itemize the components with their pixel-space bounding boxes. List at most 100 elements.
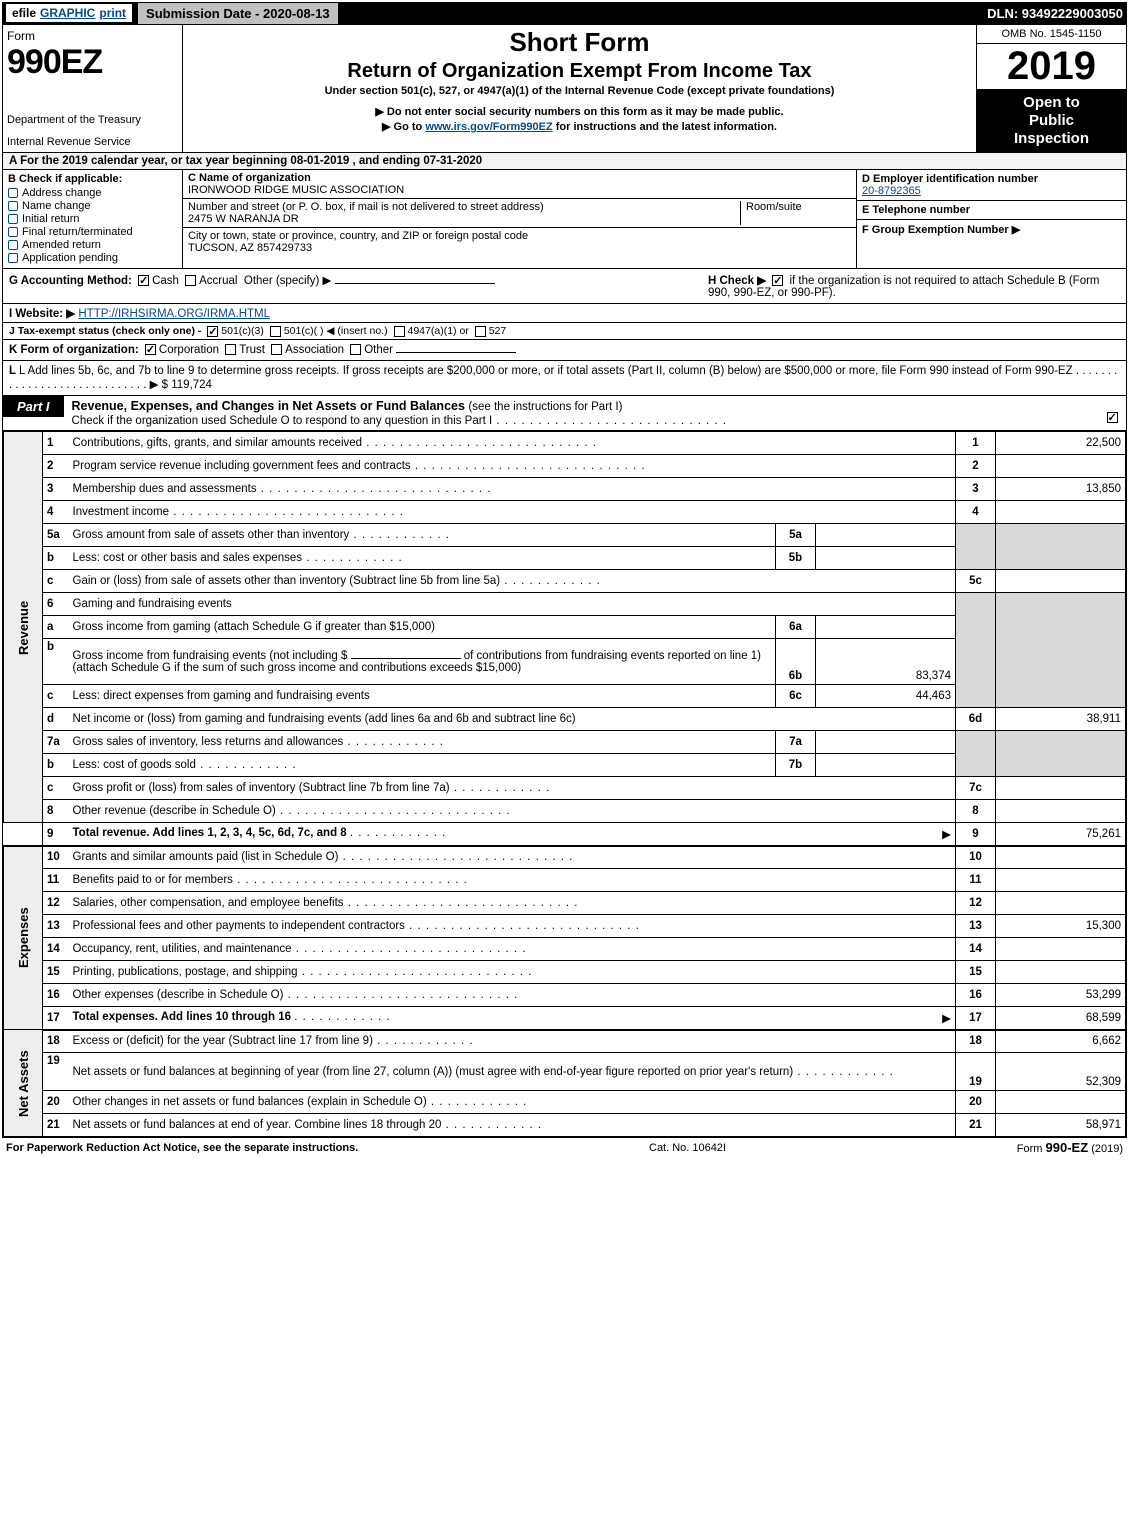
line-1-value: 22,500 [996,432,1126,455]
line-9-desc: Total revenue. Add lines 1, 2, 3, 4, 5c,… [69,823,956,846]
line-15-desc: Printing, publications, postage, and shi… [69,961,956,984]
d-ein-label: D Employer identification number [862,173,1038,185]
chk-other-form[interactable] [350,344,361,355]
chk-501c3[interactable] [207,326,218,337]
h-label: H Check ▶ [708,275,769,287]
part-i-schedule-o: Check if the organization used Schedule … [72,415,728,427]
line-16-value: 53,299 [996,984,1126,1007]
form-word: Form [7,29,178,43]
line-a-tax-year: A For the 2019 calendar year, or tax yea… [3,153,1126,170]
line-5b-desc: Less: cost or other basis and sales expe… [69,547,776,570]
org-name: IRONWOOD RIDGE MUSIC ASSOCIATION [188,184,404,196]
line-6b-desc: Gross income from fundraising events (no… [69,639,776,685]
chk-association[interactable] [271,344,282,355]
chk-amended-return[interactable]: Amended return [8,239,177,251]
line-7b-desc: Less: cost of goods sold [69,754,776,777]
chk-initial-return[interactable]: Initial return [8,213,177,225]
line-5b-value [816,547,956,570]
line-5c-desc: Gain or (loss) from sale of assets other… [69,570,956,593]
chk-application-pending[interactable]: Application pending [8,252,177,264]
line-15-value [996,961,1126,984]
dln-number: DLN: 93492229003050 [987,6,1123,21]
f-group-label: F Group Exemption Number ▶ [862,224,1020,236]
line-6b-blank[interactable] [351,658,461,659]
line-6-desc: Gaming and fundraising events [69,593,956,616]
chk-accrual[interactable] [185,275,196,286]
chk-h[interactable] [772,275,783,286]
vtab-net-assets: Net Assets [4,1030,43,1137]
line-17-desc: Total expenses. Add lines 10 through 16 … [69,1007,956,1030]
room-suite-label: Room/suite [741,201,851,225]
j-label: J Tax-exempt status (check only one) - [9,325,204,337]
k-label: K Form of organization: [9,344,139,356]
short-form-title: Short Form [509,27,649,58]
line-19-value: 52,309 [996,1053,1126,1091]
chk-final-return[interactable]: Final return/terminated [8,226,177,238]
top-bar: efile GRAPHIC print Submission Date - 20… [2,2,1127,24]
other-form-input[interactable] [396,352,516,353]
public-label: Public [977,112,1126,130]
irs-link[interactable]: www.irs.gov/Form990EZ [425,121,552,133]
line-5c-value [996,570,1126,593]
l-text: L Add lines 5b, 6c, and 7b to line 9 to … [19,365,1073,377]
part-i-title-sub: (see the instructions for Part I) [468,401,622,413]
form-number: 990EZ [7,43,178,82]
line-17-value: 68,599 [996,1007,1126,1030]
chk-cash[interactable] [138,275,149,286]
line-5a-value [816,524,956,547]
other-specify-input[interactable] [335,283,495,284]
line-4-value [996,501,1126,524]
chk-trust[interactable] [225,344,236,355]
c-name-label: C Name of organization [188,172,311,184]
line-18-value: 6,662 [996,1030,1126,1053]
line-6c-desc: Less: direct expenses from gaming and fu… [69,685,776,708]
line-12-value [996,892,1126,915]
line-20-desc: Other changes in net assets or fund bala… [69,1091,956,1114]
chk-corporation[interactable] [145,344,156,355]
irs-label: Internal Revenue Service [7,136,178,148]
chk-501c[interactable] [270,326,281,337]
section-b: B Check if applicable: Address change Na… [3,170,183,268]
ein-value[interactable]: 20-8792365 [862,185,921,197]
line-14-desc: Occupancy, rent, utilities, and maintena… [69,938,956,961]
line-20-value [996,1091,1126,1114]
chk-address-change[interactable]: Address change [8,187,177,199]
efile-box: efile GRAPHIC print [6,4,132,22]
line-11-desc: Benefits paid to or for members [69,869,956,892]
part-i-title: Revenue, Expenses, and Changes in Net As… [72,399,469,413]
chk-527[interactable] [475,326,486,337]
pra-notice: For Paperwork Reduction Act Notice, see … [6,1142,358,1154]
line-13-desc: Professional fees and other payments to … [69,915,956,938]
page-footer: For Paperwork Reduction Act Notice, see … [2,1138,1127,1157]
section-l: L L Add lines 5b, 6c, and 7b to line 9 t… [3,361,1126,395]
graphic-link[interactable]: GRAPHIC [40,6,95,20]
line-2-desc: Program service revenue including govern… [69,455,956,478]
section-i: I Website: ▶ HTTP://IRHSIRMA.ORG/IRMA.HT… [3,304,1126,323]
addr-label: Number and street (or P. O. box, if mail… [188,201,544,213]
line-6d-desc: Net income or (loss) from gaming and fun… [69,708,956,731]
goto-post: for instructions and the latest informat… [553,121,777,133]
header-left: Form 990EZ Department of the Treasury In… [3,25,183,152]
line-9-value: 75,261 [996,823,1126,846]
part-i-header: Part I Revenue, Expenses, and Changes in… [3,395,1126,431]
chk-schedule-o[interactable] [1107,412,1118,423]
omb-number: OMB No. 1545-1150 [977,25,1126,44]
line-21-desc: Net assets or fund balances at end of ye… [69,1114,956,1137]
chk-name-change[interactable]: Name change [8,200,177,212]
line-3-value: 13,850 [996,478,1126,501]
print-link[interactable]: print [99,6,126,20]
chk-4947[interactable] [394,326,405,337]
line-6d-value: 38,911 [996,708,1126,731]
line-8-value [996,800,1126,823]
section-j: J Tax-exempt status (check only one) - 5… [3,323,1126,340]
line-4-desc: Investment income [69,501,956,524]
website-link[interactable]: HTTP://IRHSIRMA.ORG/IRMA.HTML [78,308,270,320]
line-11-value [996,869,1126,892]
line-6c-value: 44,463 [816,685,956,708]
line-5a-desc: Gross amount from sale of assets other t… [69,524,776,547]
department: Department of the Treasury [7,114,178,126]
line-6a-value [816,616,956,639]
line-13-value: 15,300 [996,915,1126,938]
entity-block: B Check if applicable: Address change Na… [3,170,1126,269]
line-6a-desc: Gross income from gaming (attach Schedul… [69,616,776,639]
